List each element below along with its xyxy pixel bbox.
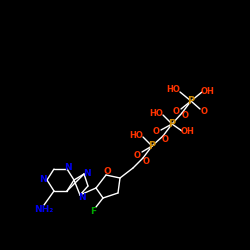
Text: P: P (168, 119, 175, 129)
Text: HO: HO (129, 130, 143, 140)
Text: P: P (188, 96, 194, 106)
Text: HO: HO (149, 108, 163, 118)
Text: NH₂: NH₂ (34, 206, 54, 214)
Text: O: O (162, 134, 168, 143)
Text: O: O (152, 128, 160, 136)
Text: O: O (134, 150, 140, 160)
Text: O: O (103, 168, 111, 176)
Text: O: O (200, 108, 207, 116)
Text: P: P (148, 141, 156, 151)
Text: HO: HO (166, 86, 180, 94)
Text: F: F (90, 206, 96, 216)
Text: OH: OH (181, 128, 195, 136)
Text: OH: OH (201, 86, 215, 96)
Text: N: N (39, 176, 47, 184)
Text: N: N (64, 162, 72, 172)
Text: N: N (78, 192, 86, 202)
Text: O: O (182, 110, 188, 120)
Text: N: N (83, 168, 91, 177)
Text: O: O (142, 156, 150, 166)
Text: O: O (172, 108, 180, 116)
